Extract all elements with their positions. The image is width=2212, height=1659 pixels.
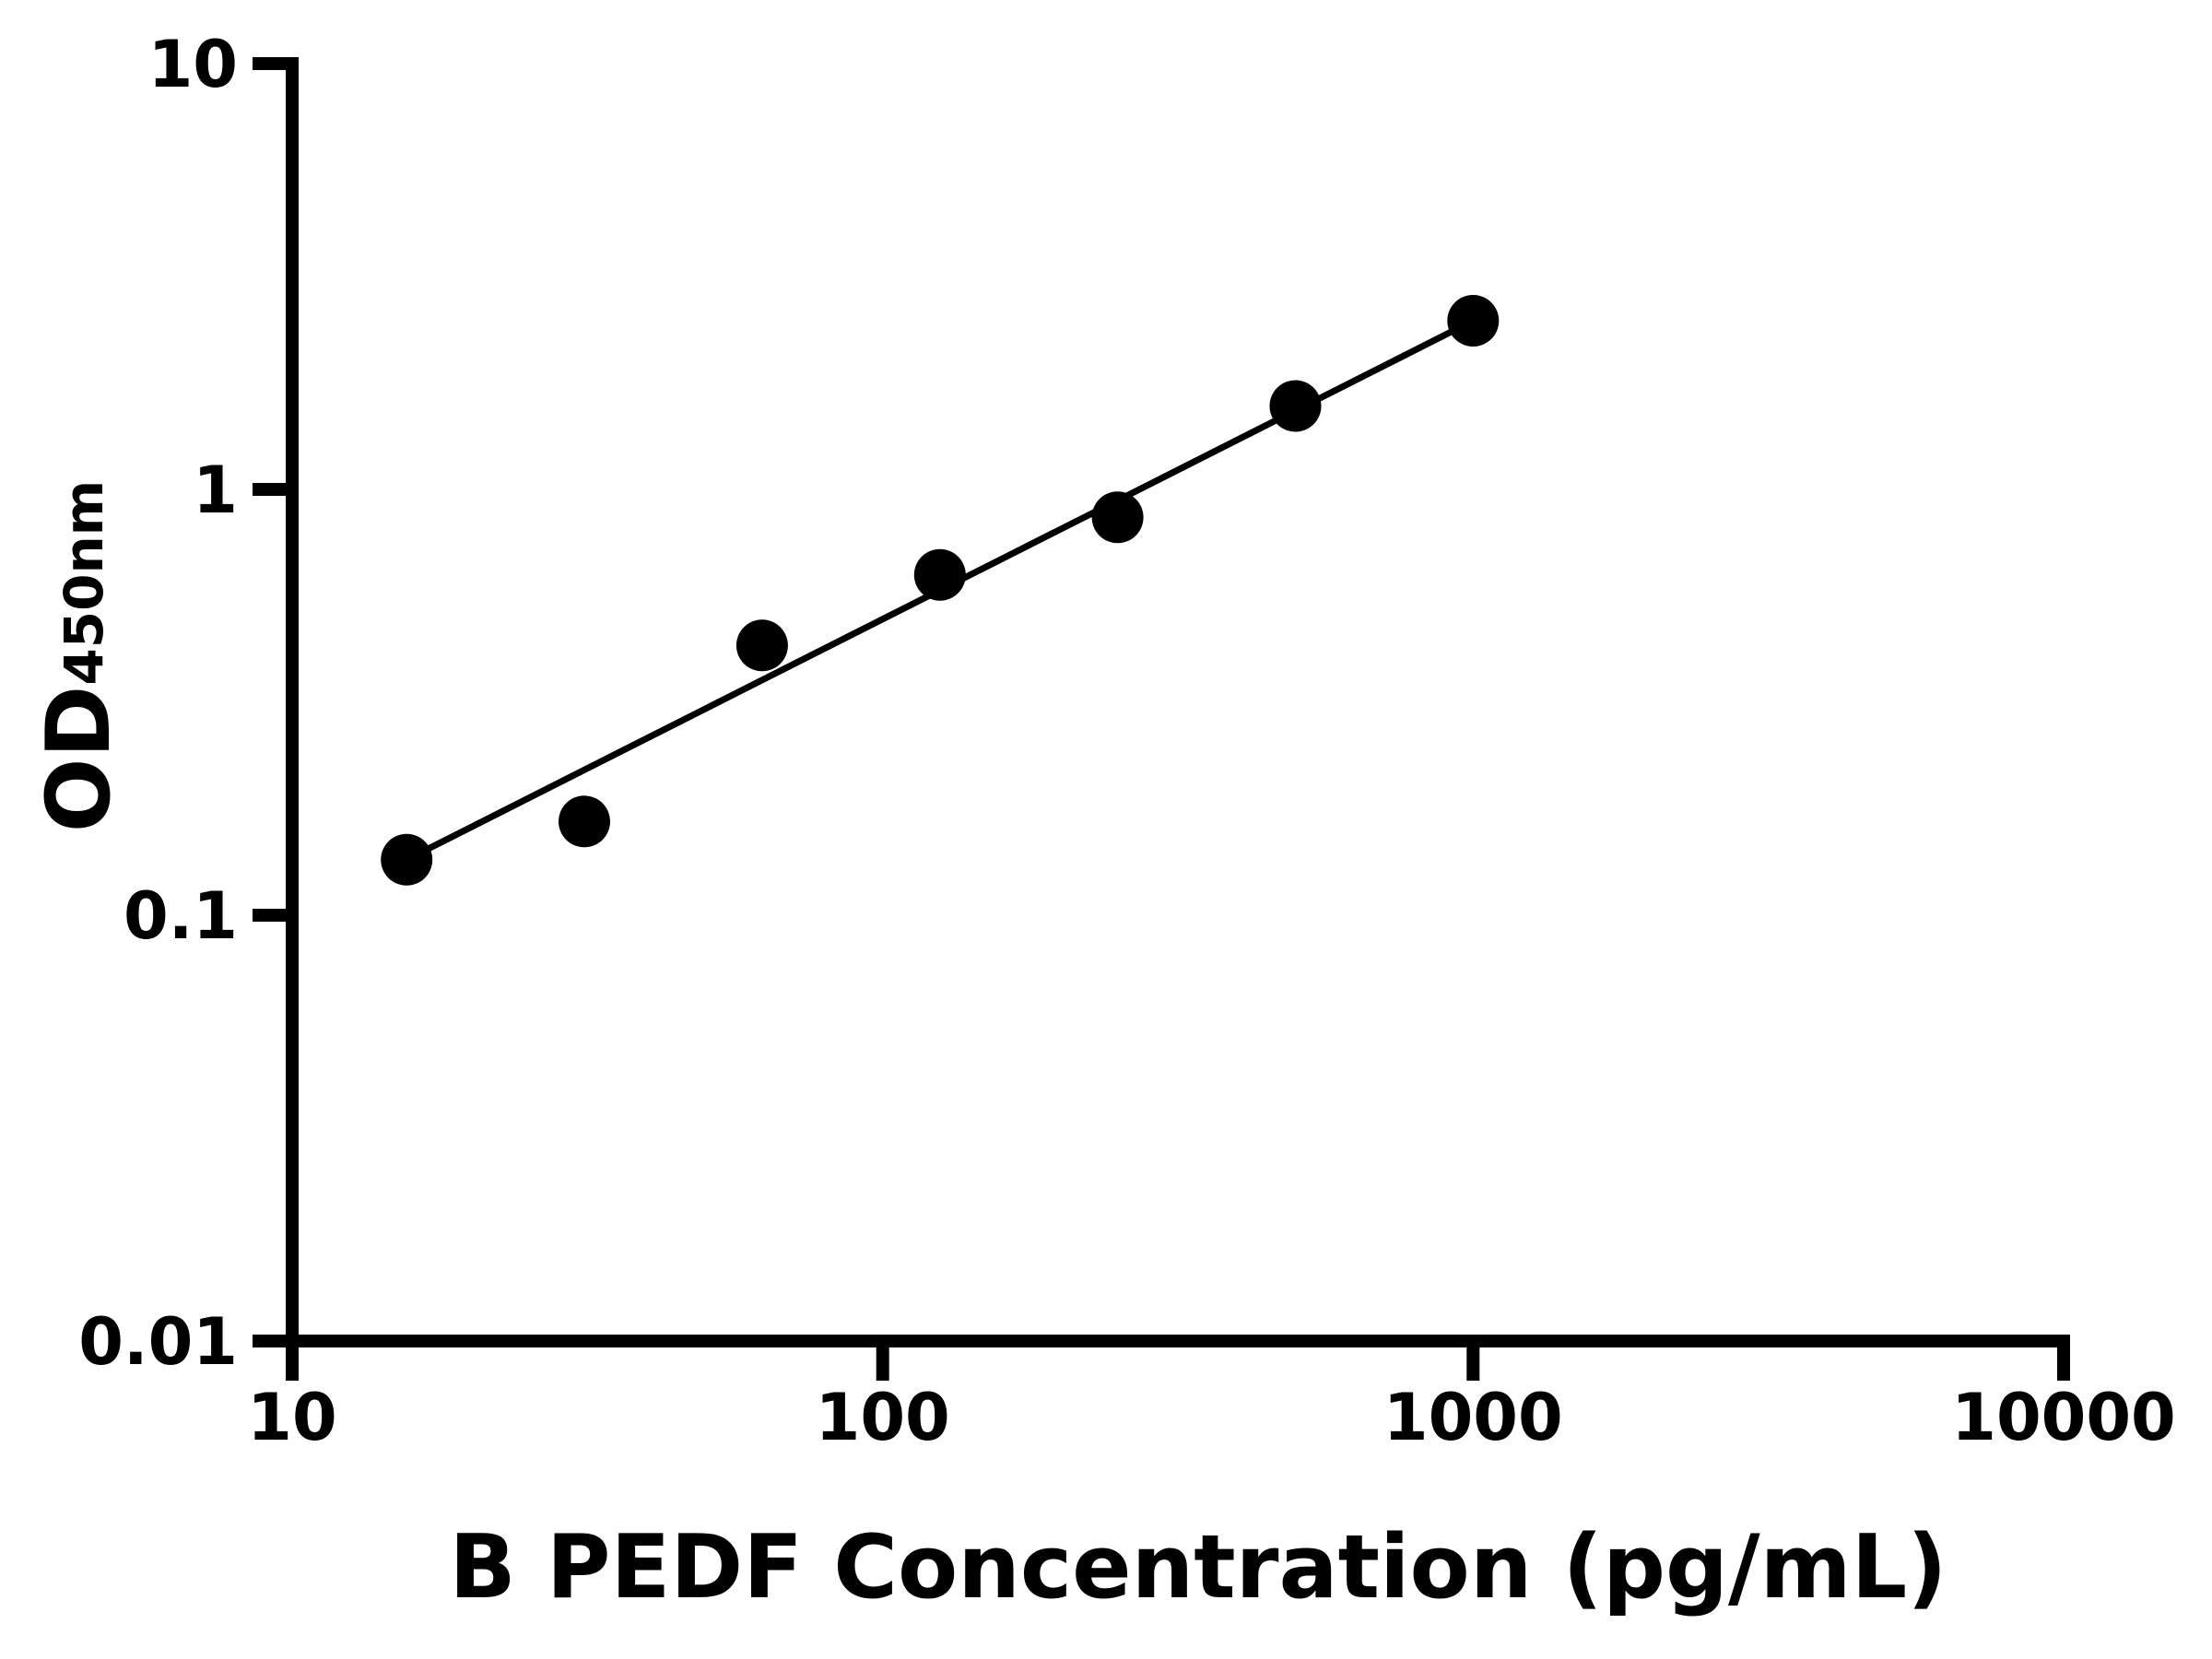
data-points <box>381 295 1500 886</box>
data-point-5 <box>1091 491 1144 544</box>
x-tick-label-10000: 10000 <box>1951 1380 2176 1455</box>
data-point-2 <box>559 795 610 848</box>
y-tick-label-0.1: 0.1 <box>124 878 238 954</box>
y-tick-label-1: 1 <box>193 453 238 528</box>
data-point-7 <box>1447 295 1500 347</box>
x-tick-label-100: 100 <box>816 1380 950 1455</box>
data-point-6 <box>1269 380 1322 432</box>
x-axis-ticks <box>286 1341 2070 1381</box>
y-axis-tick-labels: 10 1 0.1 0.01 <box>78 27 238 1380</box>
x-tick-label-1000: 1000 <box>1383 1380 1563 1455</box>
x-axis-tick-labels: 10 100 1000 10000 <box>247 1380 2175 1455</box>
data-point-3 <box>735 619 788 672</box>
x-tick-label-10: 10 <box>247 1380 336 1455</box>
axes <box>253 57 2070 1347</box>
y-tick-label-0.01: 0.01 <box>78 1304 238 1380</box>
y-tick-label-10: 10 <box>148 27 238 102</box>
data-point-4 <box>913 548 966 601</box>
y-axis-title: OD450nm <box>29 480 130 832</box>
y-axis-title-main: OD <box>29 686 130 833</box>
data-point-1 <box>381 833 433 886</box>
y-axis-ticks <box>253 57 292 1347</box>
x-axis-title: B PEDF Concentration (pg/mL) <box>449 1517 1947 1618</box>
y-axis-title-subscript: 450nm <box>53 480 115 686</box>
